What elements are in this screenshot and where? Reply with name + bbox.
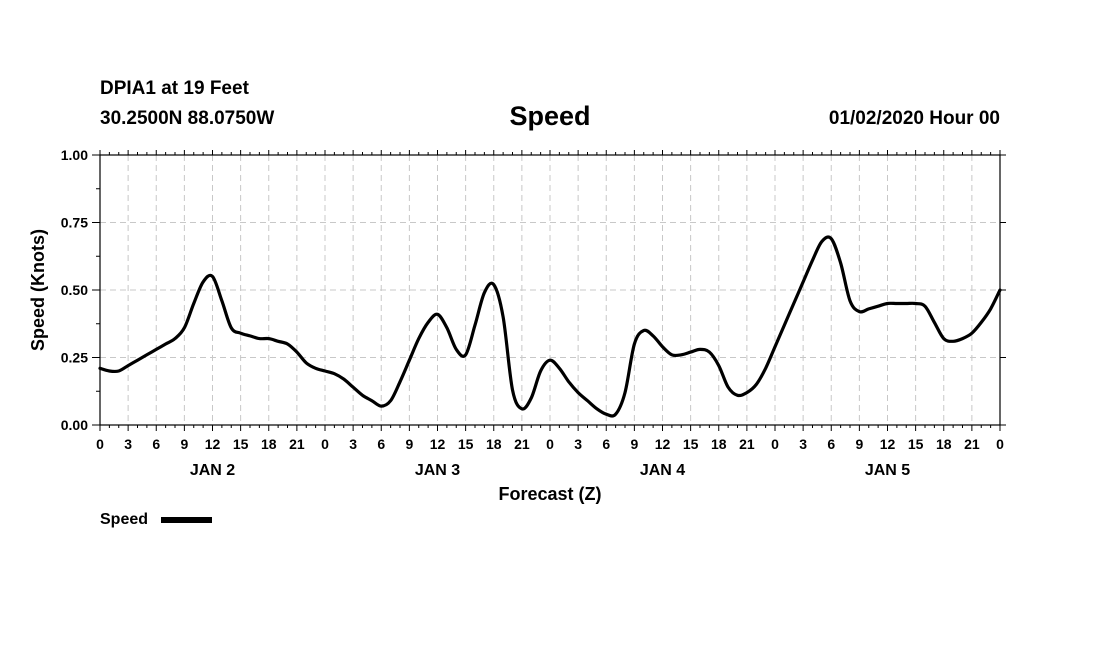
y-tick-label: 0.50	[61, 282, 88, 298]
y-tick-label: 0.75	[61, 215, 88, 231]
x-tick-label: 0	[996, 436, 1004, 452]
x-tick-label: 18	[936, 436, 952, 452]
y-axis-title: Speed (Knots)	[28, 229, 48, 351]
x-tick-label: 9	[405, 436, 413, 452]
x-tick-label: 9	[855, 436, 863, 452]
y-tick-label: 1.00	[61, 147, 88, 163]
x-tick-label: 6	[377, 436, 385, 452]
station-label: DPIA1 at 19 Feet	[100, 78, 250, 99]
run-time-label: 01/02/2020 Hour 00	[829, 108, 1000, 129]
x-tick-label: 0	[771, 436, 779, 452]
x-tick-label: 0	[321, 436, 329, 452]
x-tick-label: 18	[711, 436, 727, 452]
x-tick-label: 12	[205, 436, 221, 452]
x-tick-label: 9	[180, 436, 188, 452]
legend-label: Speed	[100, 511, 148, 528]
y-tick-labels: 0.00 0.25 0.50 0.75 1.00	[61, 147, 88, 433]
x-tick-label: 18	[261, 436, 277, 452]
x-tick-label: 15	[458, 436, 474, 452]
x-tick-label: 21	[739, 436, 755, 452]
y-tick-label: 0.25	[61, 350, 88, 366]
day-label: JAN 5	[865, 462, 910, 479]
x-tick-label: 0	[546, 436, 554, 452]
x-tick-labels: 0 3 6 9 12 15 18 21 0 3 6 9 12 15 18 21 0 3 6 9 12 15 18 21 0 3 6 9…	[96, 436, 1004, 452]
x-tick-label: 12	[880, 436, 896, 452]
y-tick-label: 0.00	[61, 417, 88, 433]
x-tick-label: 6	[152, 436, 160, 452]
day-labels: JAN 2 JAN 3 JAN 4 JAN 5	[190, 462, 910, 479]
coordinates-label: 30.2500N 88.0750W	[100, 108, 274, 129]
series-layer	[98, 235, 1002, 418]
chart-title: Speed	[509, 101, 590, 131]
x-tick-label: 15	[233, 436, 249, 452]
x-tick-label: 21	[514, 436, 530, 452]
x-tick-label: 15	[908, 436, 924, 452]
x-tick-label: 3	[124, 436, 132, 452]
x-tick-label: 3	[349, 436, 357, 452]
day-label: JAN 2	[190, 462, 235, 479]
day-label: JAN 4	[640, 462, 685, 479]
x-tick-label: 21	[964, 436, 980, 452]
grid-lines	[100, 155, 1000, 425]
x-tick-label: 12	[430, 436, 446, 452]
axis-ticks	[92, 150, 1006, 431]
x-tick-label: 9	[630, 436, 638, 452]
series-line-speed	[98, 235, 1002, 418]
x-axis-title: Forecast (Z)	[498, 484, 601, 504]
x-tick-label: 12	[655, 436, 671, 452]
x-tick-label: 6	[602, 436, 610, 452]
x-tick-label: 15	[683, 436, 699, 452]
x-tick-label: 3	[799, 436, 807, 452]
day-label: JAN 3	[415, 462, 460, 479]
x-tick-label: 6	[827, 436, 835, 452]
x-tick-label: 0	[96, 436, 104, 452]
legend: Speed	[100, 511, 212, 528]
x-tick-label: 21	[289, 436, 305, 452]
x-tick-label: 3	[574, 436, 582, 452]
x-tick-label: 18	[486, 436, 502, 452]
